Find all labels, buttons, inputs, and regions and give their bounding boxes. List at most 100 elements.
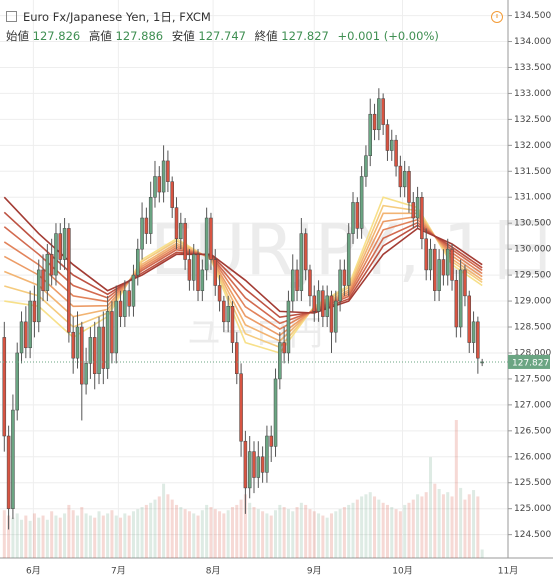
volume-bar [407, 502, 411, 558]
candle-body [101, 326, 106, 369]
volume-bar [200, 510, 204, 558]
candle-body [58, 233, 63, 260]
candle-body [140, 217, 144, 250]
candle-body [144, 217, 149, 234]
volume-bar [20, 519, 24, 558]
volume-bar [175, 504, 179, 558]
volume-bar [32, 513, 36, 558]
y-tick-label: 126.500 [514, 426, 551, 436]
candle-body [342, 269, 347, 286]
candle-body [334, 300, 338, 333]
volume-bar [312, 511, 316, 558]
volume-bar [342, 507, 346, 558]
y-tick-label: 124.500 [514, 530, 551, 540]
candle-body [415, 196, 420, 219]
candle-body [36, 269, 41, 323]
volume-bar [123, 513, 127, 558]
volume-bar [28, 520, 32, 558]
candle-body [75, 326, 80, 359]
candle-body [226, 306, 230, 323]
y-tick-label: 130.000 [514, 245, 551, 255]
x-tick-label: 6月 [26, 566, 41, 577]
candle-body [321, 290, 325, 317]
y-tick-label: 125.500 [514, 478, 551, 488]
open-label: 始値 [6, 29, 29, 43]
candle-body [209, 217, 213, 260]
volume-bar [385, 504, 389, 558]
volume-bar [373, 496, 377, 558]
candle-body [433, 248, 437, 291]
volume-bar [454, 420, 458, 558]
volume-bar [252, 507, 256, 558]
candle-body [187, 259, 192, 281]
volume-bar [7, 515, 11, 558]
collapse-icon[interactable] [6, 11, 17, 22]
candle-body [11, 409, 15, 509]
candle-body [71, 331, 75, 359]
volume-bar [286, 509, 290, 558]
volume-bar [243, 494, 247, 558]
candle-body [273, 378, 278, 447]
volume-bar [162, 483, 166, 558]
volume-bar [338, 509, 342, 558]
volume-bar [411, 499, 415, 558]
candle-body [114, 300, 118, 354]
candle-body [235, 342, 239, 374]
volume-bar [166, 494, 170, 558]
moving-average [3, 221, 483, 325]
volume-bar [472, 490, 476, 558]
alert-icon[interactable] [491, 11, 503, 23]
y-tick-label: 126.000 [514, 452, 551, 462]
volume-bar [67, 504, 71, 558]
volume-bar [459, 487, 463, 558]
candle-body [88, 337, 93, 364]
candle-body [368, 113, 372, 156]
candle-body [303, 233, 308, 271]
volume-bar [11, 517, 15, 558]
volume-bar [394, 509, 398, 558]
volume-bar [420, 496, 424, 558]
open-value: 127.826 [32, 29, 81, 43]
candle-body [2, 337, 7, 437]
volume-bar [157, 496, 161, 558]
candle-body [295, 269, 299, 291]
volume-bar [131, 511, 135, 558]
volume-bar [321, 515, 325, 558]
candle-body [247, 451, 252, 489]
volume-bar [299, 502, 303, 558]
volume-bar [75, 515, 79, 558]
moving-average [4, 196, 483, 354]
candle-body [153, 176, 157, 198]
volume-bar [222, 513, 226, 558]
volume-bar [106, 513, 110, 558]
candle-body [260, 456, 265, 473]
header: Euro Fx/Japanese Yen, 1日, FXCM 始値 127.82… [6, 8, 444, 46]
y-tick-label: 133.500 [514, 63, 551, 73]
candle-body [80, 326, 84, 385]
candle-body [445, 248, 450, 276]
candle-body [437, 259, 441, 291]
candle-body [131, 274, 136, 307]
candle-body [136, 248, 140, 276]
volume-bar [441, 494, 445, 558]
candle-body [213, 259, 218, 286]
y-tick-label: 134.500 [514, 11, 551, 21]
candle-body [364, 155, 368, 177]
candle-body [390, 139, 394, 151]
candle-body [123, 290, 127, 317]
y-tick-label: 125.000 [514, 504, 551, 514]
candle-body [62, 228, 67, 260]
candle-body [454, 280, 459, 328]
volume-bar [110, 510, 114, 558]
volume-bar [213, 509, 217, 558]
volume-bar [183, 509, 187, 558]
candle-body [54, 233, 58, 276]
candle-body [385, 124, 390, 151]
candle-body [282, 342, 286, 354]
volume-bar [329, 513, 333, 558]
y-tick-label: 130.500 [514, 219, 551, 229]
low-label: 安値 [171, 29, 195, 43]
candle-body [252, 451, 256, 478]
volume-bar [308, 509, 312, 558]
candle-body [110, 311, 114, 354]
